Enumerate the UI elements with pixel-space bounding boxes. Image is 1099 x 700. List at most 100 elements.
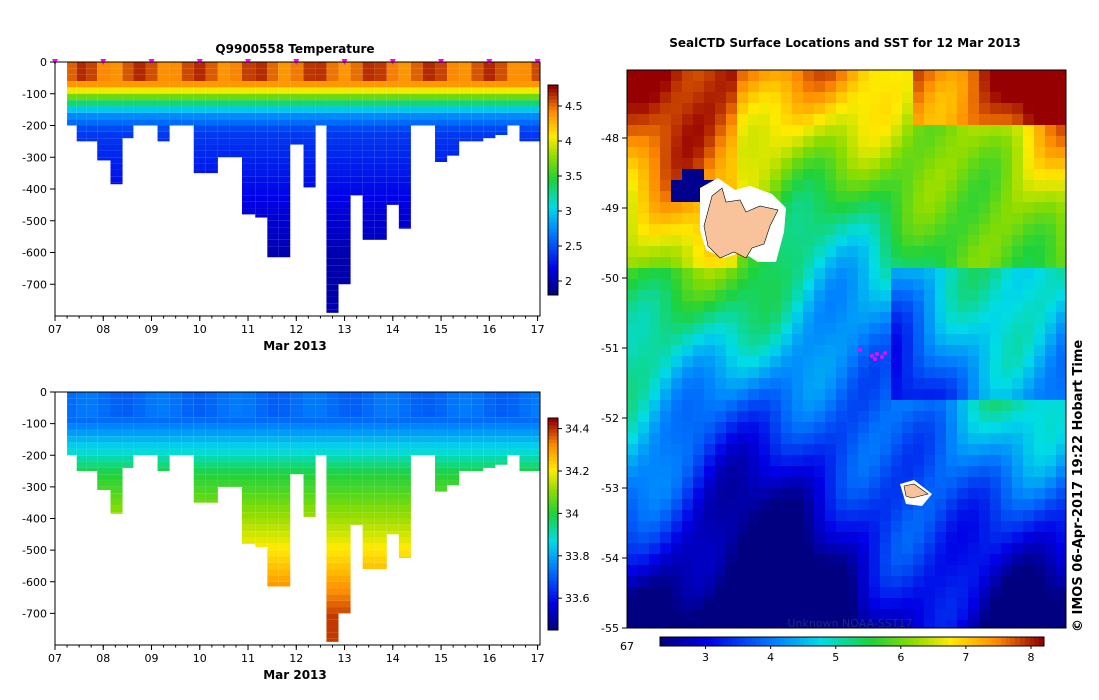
- latitude-tick-label: -49: [601, 202, 619, 215]
- profile-column: [242, 392, 256, 544]
- seal-location-point: [875, 352, 879, 356]
- seal-track-locations: [858, 348, 887, 361]
- time-tick-label: 12: [289, 652, 303, 665]
- time-tick-label: 15: [434, 652, 448, 665]
- profile-column: [267, 392, 279, 587]
- time-tick-label: 11: [241, 652, 255, 665]
- sst-map-title: SealCTD Surface Locations and SST for 12…: [669, 36, 1021, 50]
- imos-timestamp: © IMOS 06-Apr-2017 19:22 Hobart Time: [1071, 340, 1086, 632]
- profile-column: [110, 62, 123, 185]
- time-tick-label: 15: [434, 323, 448, 336]
- profile-column: [398, 392, 411, 559]
- salinity-colorbar: 34.4 34.2 34 33.8 33.6: [547, 417, 590, 631]
- colorbar-tick-label: 4.5: [565, 100, 583, 113]
- profile-column: [326, 62, 339, 313]
- depth-tick-label: -500: [22, 215, 47, 228]
- latitude-tick-label: -53: [601, 482, 619, 495]
- time-tick-label: 08: [96, 323, 110, 336]
- profile-column: [459, 62, 472, 142]
- island-kerguelen: [700, 178, 786, 262]
- profile-column: [374, 392, 387, 570]
- time-tick-label: 07: [48, 652, 62, 665]
- time-tick-label: 16: [482, 323, 496, 336]
- profile-column: [86, 392, 98, 472]
- profile-column: [495, 392, 508, 465]
- temperature-depth-axis: 0 -100 -200 -300 -400 -500 -600 -700: [22, 56, 55, 291]
- profile-column: [303, 392, 316, 517]
- time-tick-label: 07: [48, 323, 62, 336]
- profile-column: [495, 62, 508, 136]
- seal-location-point: [873, 357, 877, 361]
- depth-tick-label: 0: [40, 386, 47, 399]
- time-tick-label: 10: [193, 652, 207, 665]
- time-tick-label: 14: [386, 652, 400, 665]
- profile-column: [278, 62, 291, 258]
- time-tick-label: 14: [386, 323, 400, 336]
- profile-column: [157, 62, 170, 142]
- profile-column: [122, 62, 134, 139]
- colorbar-tick-label: 2.5: [565, 240, 583, 253]
- profile-column: [531, 392, 540, 472]
- profile-column: [315, 62, 327, 126]
- salinity-section-data: [67, 392, 540, 642]
- profile-column: [350, 62, 363, 196]
- profile-column: [181, 392, 194, 456]
- time-tick-label: 13: [338, 323, 352, 336]
- profile-column: [447, 392, 460, 486]
- colorbar-tick-label: 34.4: [565, 423, 590, 436]
- colorbar-tick-label: 34: [565, 507, 579, 520]
- profile-column: [255, 62, 268, 218]
- profile-column: [422, 62, 436, 126]
- profile-column: [471, 62, 484, 142]
- latitude-tick-label: -54: [601, 552, 619, 565]
- profile-column: [278, 392, 291, 587]
- profile-column: [303, 62, 316, 188]
- profile-column: [338, 392, 351, 614]
- time-tick-label: 13: [338, 652, 352, 665]
- sst-celsius-tick-label: 8: [1027, 651, 1034, 664]
- profile-column: [97, 392, 111, 491]
- profile-column: [507, 62, 520, 126]
- profile-column: [229, 392, 243, 487]
- profile-column: [217, 392, 230, 487]
- profile-column: [435, 392, 448, 492]
- island-heard: [900, 480, 932, 506]
- profile-column: [229, 62, 243, 158]
- sst-celsius-tick-label: 6: [897, 651, 904, 664]
- sst-celsius-tick-label: 4: [767, 651, 774, 664]
- latitude-tick-label: -52: [601, 412, 619, 425]
- profile-column: [507, 392, 520, 456]
- temperature-colorbar: 4.5 4 3.5 3 2.5 2: [547, 84, 583, 296]
- profile-column: [483, 62, 496, 139]
- profile-column: [67, 392, 77, 456]
- seal-location-point: [883, 351, 887, 355]
- profile-column: [267, 62, 279, 258]
- depth-tick-label: -400: [22, 183, 47, 196]
- depth-tick-label: -500: [22, 544, 47, 557]
- sst-colorbar: 345678686970717273747576: [659, 636, 1045, 664]
- sst-map-panel: SealCTD Surface Locations and SST for 12…: [601, 36, 1086, 664]
- depth-tick-label: -400: [22, 513, 47, 526]
- profile-column: [447, 62, 460, 156]
- depth-tick-label: 0: [40, 56, 47, 69]
- profile-column: [519, 392, 532, 472]
- colorbar-tick-label: 4: [565, 135, 572, 148]
- depth-tick-label: -600: [22, 576, 47, 589]
- temperature-time-axis: 07 08 09 10 11 12 13 14 15 16 17: [48, 316, 545, 336]
- profile-column: [398, 62, 411, 229]
- latitude-tick-label: -55: [601, 622, 619, 635]
- profile-column: [133, 392, 146, 456]
- profile-column: [255, 392, 268, 547]
- profile-column: [133, 62, 146, 126]
- depth-tick-label: -300: [22, 481, 47, 494]
- latitude-tick-label: -48: [601, 132, 619, 145]
- profile-column: [217, 62, 230, 158]
- profile-column: [519, 62, 532, 142]
- profile-column: [97, 62, 111, 161]
- profile-column: [386, 62, 399, 205]
- latitude-tick-label: -51: [601, 342, 619, 355]
- profile-column: [86, 62, 98, 142]
- profile-column: [362, 392, 375, 570]
- temperature-chart-title: Q9900558 Temperature: [215, 42, 374, 56]
